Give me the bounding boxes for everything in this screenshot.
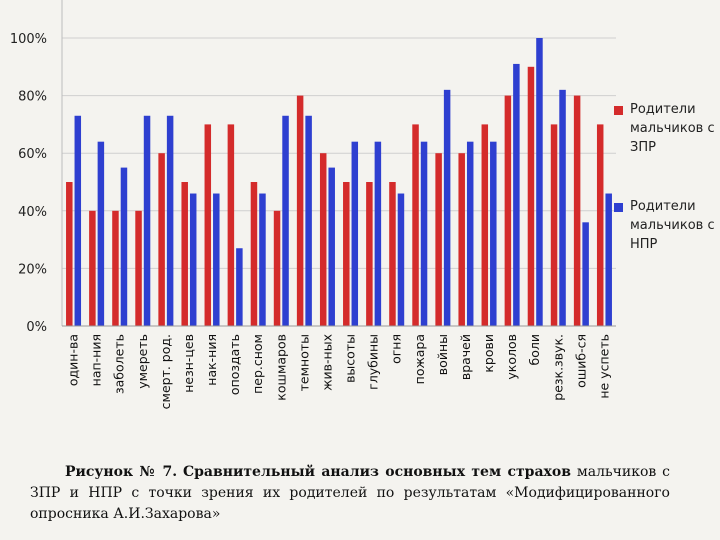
- category-label: смерт. род.: [158, 334, 173, 409]
- category-label: незн-цев: [181, 334, 196, 393]
- bar-npr: [582, 222, 589, 326]
- bar-zpr: [112, 210, 119, 326]
- bar-zpr: [573, 95, 581, 326]
- category-label: резк.звук.: [550, 334, 565, 401]
- bar-npr: [305, 115, 312, 326]
- category-label: темноты: [296, 334, 311, 391]
- bar-zpr: [504, 95, 512, 326]
- category-label: не успеть: [596, 334, 611, 399]
- bar-npr: [466, 141, 474, 326]
- bar-npr: [213, 193, 220, 326]
- chart-legend: Родители мальчиков с ЗПР Родители мальчи…: [614, 100, 718, 294]
- bar-npr: [236, 248, 243, 326]
- bar-npr: [166, 115, 174, 326]
- bar-zpr: [227, 124, 235, 327]
- figure-caption: Рисунок № 7. Сравнительный анализ основн…: [30, 462, 670, 525]
- category-label: глубины: [366, 334, 381, 390]
- bar-zpr: [319, 153, 327, 326]
- bar-npr: [189, 193, 197, 326]
- category-label: нак-ния: [204, 334, 219, 386]
- bar-zpr: [66, 182, 73, 326]
- bar-zpr: [527, 66, 535, 327]
- bar-zpr: [596, 124, 604, 327]
- legend-label-zpr: Родители мальчиков с ЗПР: [630, 102, 715, 155]
- category-label: пер.сном: [250, 334, 265, 394]
- bar-zpr: [389, 182, 396, 326]
- category-label: пожара: [412, 334, 427, 384]
- category-label: умереть: [135, 334, 150, 389]
- bar-zpr: [343, 182, 350, 326]
- y-tick-label: 100%: [10, 32, 47, 47]
- category-label: врачей: [458, 334, 473, 380]
- bar-npr: [420, 141, 428, 326]
- bar-npr: [443, 89, 451, 326]
- y-tick-label: 60%: [18, 147, 47, 162]
- legend-swatch-npr: [614, 203, 623, 212]
- bar-zpr: [550, 124, 558, 327]
- legend-item-npr: Родители мальчиков с НПР: [614, 197, 718, 254]
- bar-zpr: [158, 153, 165, 326]
- category-label: крови: [481, 334, 496, 373]
- bar-npr: [282, 115, 289, 326]
- category-label: огня: [389, 334, 404, 364]
- bar-chart: 0% 20% 40% 60% 80% 100% один-ва нап-ния заболеть…: [10, 0, 616, 409]
- bar-npr: [605, 193, 612, 326]
- bar-zpr: [250, 182, 258, 326]
- bar-zpr: [204, 124, 212, 327]
- bar-zpr: [181, 182, 188, 326]
- bar-zpr: [481, 124, 489, 327]
- category-label: нап-ния: [89, 334, 104, 386]
- caption-rest-text: мальчиков с ЗПР и НПР с точки зрения их …: [30, 464, 671, 522]
- y-tick-label: 80%: [18, 90, 47, 105]
- caption-label: Рисунок № 7.: [65, 464, 178, 480]
- legend-item-zpr: Родители мальчиков с ЗПР: [614, 100, 718, 157]
- category-label: войны: [435, 334, 450, 375]
- category-label: кошмаров: [273, 334, 288, 401]
- bar-npr: [559, 89, 566, 326]
- category-label: один-ва: [66, 334, 81, 386]
- bar-npr: [120, 167, 128, 326]
- bar-npr: [351, 141, 359, 326]
- y-tick-label: 0%: [26, 320, 47, 335]
- category-label: опоздать: [227, 334, 242, 395]
- category-label: заболеть: [112, 334, 127, 394]
- bar-zpr: [366, 182, 373, 326]
- category-label: высоты: [343, 334, 358, 383]
- y-tick-label: 40%: [18, 205, 47, 220]
- bar-npr: [513, 63, 520, 327]
- legend-swatch-zpr: [614, 106, 623, 115]
- bar-npr: [397, 193, 405, 326]
- bar-zpr: [89, 210, 96, 326]
- y-tick-label: 20%: [18, 262, 47, 277]
- bar-zpr: [412, 124, 419, 327]
- bar-zpr: [435, 153, 442, 326]
- bar-zpr: [135, 210, 142, 326]
- category-label: жив-ных: [319, 334, 334, 391]
- bar-npr: [536, 38, 543, 326]
- bar-npr: [328, 167, 335, 326]
- bar-npr: [259, 193, 266, 326]
- bar-zpr: [458, 153, 465, 326]
- bar-zpr: [296, 95, 304, 326]
- bar-npr: [74, 115, 82, 326]
- bar-npr: [143, 115, 151, 326]
- category-label: уколов: [504, 334, 519, 380]
- caption-bold-text: Сравнительный анализ основных тем страхо…: [183, 464, 571, 480]
- category-label: боли: [527, 334, 542, 365]
- legend-label-npr: Родители мальчиков с НПР: [630, 199, 715, 252]
- category-label: ошиб-ся: [573, 334, 588, 388]
- bar-npr: [374, 141, 382, 326]
- bar-npr: [97, 141, 105, 326]
- bar-npr: [490, 141, 497, 326]
- bar-zpr: [273, 210, 281, 326]
